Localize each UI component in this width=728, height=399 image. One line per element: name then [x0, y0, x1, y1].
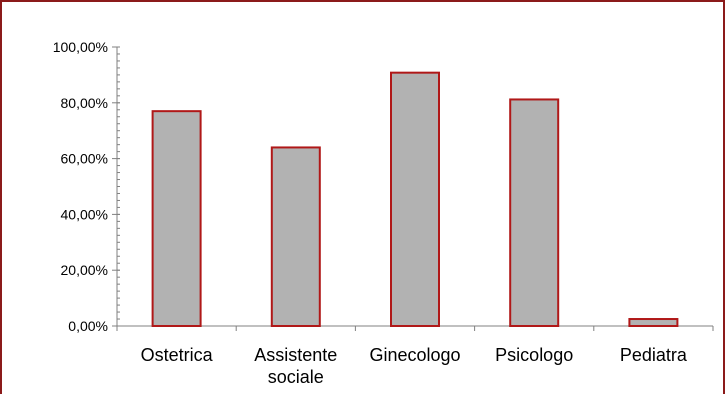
x-tick-label: Ostetrica — [141, 345, 214, 365]
y-tick-label: 0,00% — [68, 318, 108, 334]
x-tick-label-line: Ostetrica — [141, 345, 214, 365]
x-tick-label: Psicologo — [495, 345, 573, 365]
x-tick-label-line: sociale — [268, 367, 324, 387]
x-tick-label-line: Pediatra — [620, 345, 688, 365]
y-tick-label: 80,00% — [61, 95, 108, 111]
y-axis: 0,00% 20,00% 40,00% 60,00% 80,00% 100,00% — [53, 39, 120, 334]
bar — [628, 318, 679, 327]
x-tick-label-line: Assistente — [254, 345, 337, 365]
y-tick-label: 60,00% — [61, 151, 108, 167]
y-tick-label: 20,00% — [61, 262, 108, 278]
x-tick-label-line: Ginecologo — [369, 345, 460, 365]
bars — [151, 71, 679, 328]
bar — [151, 110, 202, 327]
x-tick-label: Ginecologo — [369, 345, 460, 365]
x-tick-label-line: Psicologo — [495, 345, 573, 365]
x-tick-label: Assistente sociale — [254, 345, 337, 387]
x-tick-label: Pediatra — [620, 345, 688, 365]
y-tick-label: 40,00% — [61, 206, 108, 222]
category-labels: Ostetrica Assistente sociale Ginecologo Psic… — [141, 345, 688, 387]
bar — [390, 71, 440, 327]
bar — [509, 98, 560, 328]
y-tick-label: 100,00% — [53, 39, 108, 55]
bar — [270, 146, 321, 327]
